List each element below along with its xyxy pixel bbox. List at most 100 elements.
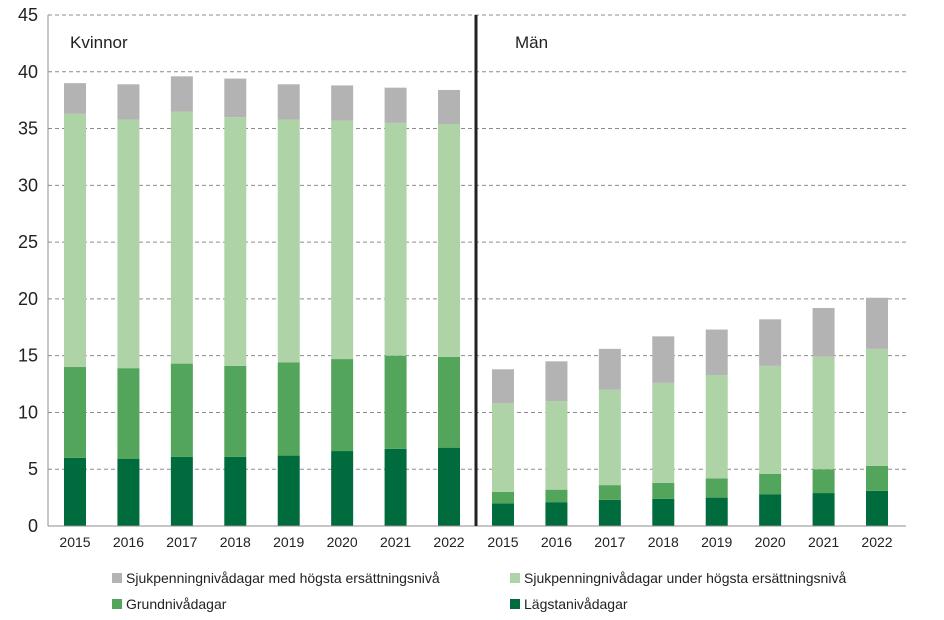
bar-segment <box>545 361 568 402</box>
legend-label: Lägstanivådagar <box>524 596 628 612</box>
bar-segment <box>812 356 835 470</box>
group-label: Män <box>515 33 548 52</box>
bar-segment <box>438 124 461 357</box>
bar-segment <box>224 117 247 366</box>
x-tick-label: 2016 <box>113 534 144 550</box>
bar-segment <box>117 84 140 120</box>
bar-segment <box>759 473 782 495</box>
legend-item-base-level: Grundnivådagar <box>112 596 226 612</box>
bar-segment <box>277 84 300 120</box>
bar-segment <box>384 87 407 123</box>
bar-segment <box>331 120 354 360</box>
y-tick-label: 10 <box>18 402 38 422</box>
legend-item-lowest-level: Lägstanivådagar <box>510 596 628 612</box>
bar-segment <box>545 401 568 490</box>
x-tick-label: 2020 <box>755 534 786 550</box>
x-tick-label: 2022 <box>433 534 464 550</box>
chart: 0 5 10 15 20 25 30 35 40 45 2015 2016 2017 2018 2019 20… <box>18 5 906 550</box>
x-tick-label: 2022 <box>861 534 892 550</box>
bar-segment <box>866 348 889 466</box>
bar-segment <box>812 307 835 357</box>
legend-swatch <box>112 599 122 609</box>
bar-segment <box>866 297 889 349</box>
legend-item-max-level: Sjukpenningnivådagar med högsta ersättni… <box>112 570 440 586</box>
legend-item-under-max-level: Sjukpenningnivådagar under högsta ersätt… <box>510 570 846 586</box>
legend: Sjukpenningnivådagar med högsta ersättni… <box>0 568 944 620</box>
bar-segment <box>652 498 675 526</box>
bar-segment <box>492 503 514 526</box>
x-tick-label: 2018 <box>648 534 679 550</box>
bar-segment <box>277 362 300 456</box>
bar-segment <box>598 485 621 500</box>
bar-segment <box>170 363 193 457</box>
bar-segment <box>170 456 193 526</box>
bar-segment <box>705 329 728 375</box>
x-tick-label: 2020 <box>327 534 358 550</box>
bar-segment <box>812 493 835 526</box>
y-tick-label: 20 <box>18 289 38 309</box>
bar-segment <box>170 76 193 112</box>
x-tick-label: 2016 <box>541 534 572 550</box>
x-tick-label: 2019 <box>701 534 732 550</box>
bar-segment <box>492 491 514 504</box>
bar-segment <box>866 490 889 526</box>
y-tick-label: 0 <box>28 516 38 536</box>
bar-segment <box>598 499 621 526</box>
legend-label: Sjukpenningnivådagar under högsta ersätt… <box>524 570 847 586</box>
x-tick-label: 2015 <box>487 534 518 550</box>
x-tick-label: 2017 <box>594 534 625 550</box>
bar-segment <box>598 389 621 486</box>
x-tick-label: 2021 <box>808 534 839 550</box>
y-tick-label: 15 <box>18 346 38 366</box>
bar-segment <box>64 367 86 458</box>
bar-segment <box>224 78 247 118</box>
x-tick-label: 2021 <box>380 534 411 550</box>
bar-segment <box>652 382 675 483</box>
bar-segment <box>705 478 728 498</box>
x-tick-label: 2019 <box>273 534 304 550</box>
bar-segment <box>492 369 514 404</box>
bar-segment <box>117 368 140 460</box>
label-layer: 0 5 10 15 20 25 30 35 40 45 2015 2016 2017 2018 2019 20… <box>18 5 893 550</box>
bar-segment <box>277 119 300 363</box>
bar-segment <box>117 119 140 369</box>
y-tick-label: 30 <box>18 175 38 195</box>
bar-segment <box>438 89 461 125</box>
bar-segment <box>384 448 407 526</box>
bars-layer <box>64 76 889 526</box>
bar-segment <box>545 489 568 503</box>
y-tick-label: 5 <box>28 459 38 479</box>
bar-segment <box>866 465 889 491</box>
x-tick-label: 2017 <box>166 534 197 550</box>
legend-label: Sjukpenningnivådagar med högsta ersättni… <box>126 570 440 586</box>
bar-segment <box>277 455 300 526</box>
legend-swatch <box>112 573 122 583</box>
bar-segment <box>438 356 461 448</box>
bar-segment <box>652 336 675 383</box>
bar-segment <box>759 319 782 366</box>
axis-layer <box>47 15 906 527</box>
bar-segment <box>331 85 354 121</box>
y-tick-label: 35 <box>18 119 38 139</box>
y-tick-label: 40 <box>18 62 38 82</box>
bar-segment <box>705 497 728 526</box>
legend-swatch <box>510 573 520 583</box>
bar-segment <box>652 482 675 499</box>
x-tick-label: 2015 <box>59 534 90 550</box>
bar-segment <box>438 447 461 526</box>
bar-segment <box>64 457 86 526</box>
bar-segment <box>384 355 407 449</box>
bar-segment <box>224 456 247 526</box>
bar-segment <box>759 494 782 526</box>
bar-segment <box>64 113 86 368</box>
bar-segment <box>705 374 728 479</box>
x-tick-label: 2018 <box>220 534 251 550</box>
bar-segment <box>331 451 354 526</box>
bar-segment <box>545 502 568 526</box>
bar-segment <box>64 83 86 114</box>
group-label: Kvinnor <box>70 33 128 52</box>
bar-segment <box>117 459 140 526</box>
bar-segment <box>224 365 247 457</box>
legend-swatch <box>510 599 520 609</box>
bar-segment <box>598 348 621 390</box>
